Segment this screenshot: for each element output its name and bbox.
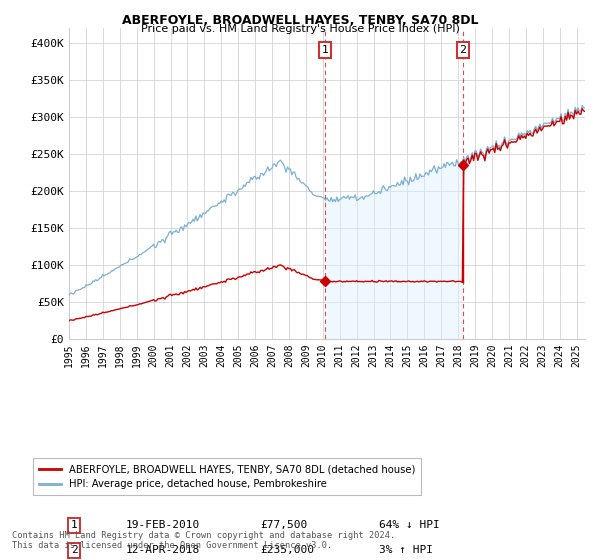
Text: 1: 1 xyxy=(71,520,77,530)
Text: 2: 2 xyxy=(459,45,466,55)
Text: Contains HM Land Registry data © Crown copyright and database right 2024.
This d: Contains HM Land Registry data © Crown c… xyxy=(12,530,395,550)
Text: 19-FEB-2010: 19-FEB-2010 xyxy=(126,520,200,530)
Text: 2: 2 xyxy=(71,545,77,555)
Text: £235,000: £235,000 xyxy=(260,545,314,555)
Text: 1: 1 xyxy=(322,45,328,55)
Legend: ABERFOYLE, BROADWELL HAYES, TENBY, SA70 8DL (detached house), HPI: Average price: ABERFOYLE, BROADWELL HAYES, TENBY, SA70 … xyxy=(33,459,421,496)
Text: Price paid vs. HM Land Registry's House Price Index (HPI): Price paid vs. HM Land Registry's House … xyxy=(140,24,460,34)
Text: ABERFOYLE, BROADWELL HAYES, TENBY, SA70 8DL: ABERFOYLE, BROADWELL HAYES, TENBY, SA70 … xyxy=(122,14,478,27)
Text: 64% ↓ HPI: 64% ↓ HPI xyxy=(379,520,439,530)
Text: 3% ↑ HPI: 3% ↑ HPI xyxy=(379,545,433,555)
Text: 12-APR-2018: 12-APR-2018 xyxy=(126,545,200,555)
Text: £77,500: £77,500 xyxy=(260,520,307,530)
